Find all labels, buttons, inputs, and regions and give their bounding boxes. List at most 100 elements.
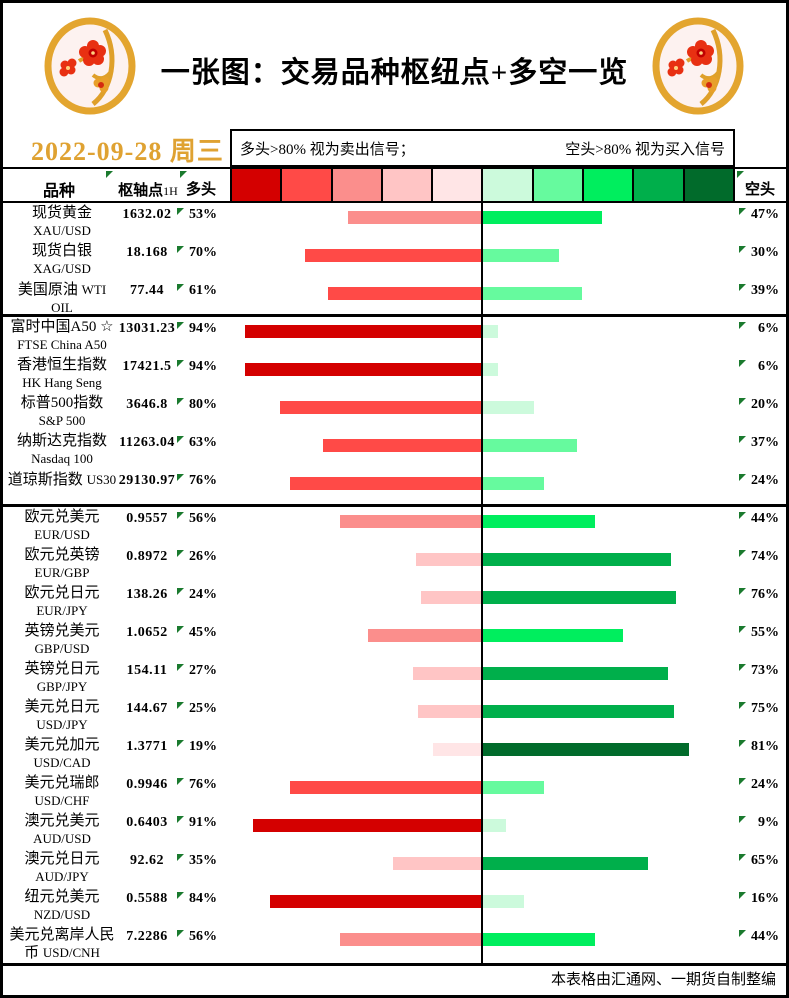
center-divider [481,203,483,963]
long-bar [415,553,481,566]
instrument-name: 美国原油 WTI OIL [7,281,117,317]
long-pct: 94% [177,359,217,375]
legend-long-rule: 多头>80% 视为卖出信号； [240,141,415,158]
scale-cell [330,169,381,201]
short-pct: 24% [739,777,779,793]
comment-flag-icon [177,398,184,405]
pivot-value: 0.6403 [126,815,168,830]
long-pct: 63% [177,435,217,451]
instrument-name-en: AUD/JPY [35,869,89,884]
comment-flag-icon [739,664,746,671]
instrument-name-en: EUR/GBP [34,565,90,580]
comment-flag-icon [177,588,184,595]
short-pct: 16% [739,891,779,907]
comment-flag-icon [739,740,746,747]
long-pct-label: 84% [189,891,217,906]
long-pct: 56% [177,511,217,527]
pivot-value: 1.0652 [126,625,168,640]
long-pct-label: 53% [189,207,217,222]
long-pct-label: 80% [189,397,217,412]
instrument-name: 英镑兑日元 GBP/JPY [7,661,117,696]
instrument-name-cn: 富时中国A50 ☆ [10,319,114,335]
short-bar [483,477,544,490]
signal-legend: 多头>80% 视为卖出信号； 空头>80% 视为买入信号 [230,129,735,167]
short-bar [483,857,649,870]
short-bar [483,515,595,528]
footer-credit: 本表格由汇通网、一期货自制整编 [3,963,786,993]
short-bar [483,287,583,300]
short-pct: 24% [739,473,779,489]
short-pct-label: 6% [758,359,779,374]
short-pct-label: 6% [758,321,779,336]
pivot-value: 144.67 [126,701,168,716]
short-pct-label: 20% [751,397,779,412]
short-pct: 44% [739,511,779,527]
table-row: 澳元兑日元 AUD/JPY 92.62 35% 65% [3,849,786,887]
table-row: 标普500指数 S&P 500 3646.8 80% 20% [3,393,786,431]
column-header-long: 多头 [185,182,216,198]
instrument-name-en: USD/JPY [36,717,88,732]
comment-flag-icon [177,702,184,709]
short-pct-label: 44% [751,511,779,526]
table-row: 香港恒生指数 HK Hang Seng 17421.5 94% 6% [3,355,786,393]
instrument-name-en: NZD/USD [33,907,91,922]
pivot-value: 77.44 [130,283,164,298]
long-pct: 24% [177,587,217,603]
long-pct-label: 76% [189,473,217,488]
comment-flag-icon [177,474,184,481]
instrument-name: 标普500指数 S&P 500 [7,395,117,430]
instrument-name-cn: 美元兑瑞郎 [24,775,100,791]
long-pct: 84% [177,891,217,907]
long-bar [290,477,481,490]
comment-flag-icon [177,664,184,671]
comment-flag-icon [177,816,184,823]
pivot-value: 0.9557 [126,511,168,526]
scale-cell [632,169,683,201]
long-pct: 35% [177,853,217,869]
long-pct: 25% [177,701,217,717]
scale-cell [280,169,331,201]
gold-coin-flower-icon [652,17,744,115]
table-row: 英镑兑日元 GBP/JPY 154.11 27% 73% [3,659,786,697]
scale-cell [431,169,482,201]
instrument-name: 澳元兑美元 AUD/USD [7,813,117,848]
pivot-value: 92.62 [130,853,164,868]
short-bar [483,591,677,604]
pivot-value: 0.8972 [126,549,168,564]
long-pct-label: 27% [189,663,217,678]
instrument-name-cn: 现货白银 [31,243,92,259]
comment-flag-icon [177,740,184,747]
instrument-name-cn: 美元兑离岸人民币 [9,927,115,961]
pivot-value: 3646.8 [126,397,168,412]
instrument-name: 富时中国A50 ☆ FTSE China A50 [7,319,117,354]
long-pct-label: 56% [189,929,217,944]
table-row: 现货白银 XAG/USD 18.168 70% 30% [3,241,786,279]
instrument-name-cn: 香港恒生指数 [16,357,107,373]
pivot-value: 18.168 [126,245,168,260]
comment-flag-icon [177,930,184,937]
short-pct-label: 24% [751,473,779,488]
pinwheel-flower-small [59,58,77,77]
column-header-pivot: 枢轴点1H [118,183,178,199]
comment-flag-icon [737,171,744,178]
instrument-name-en: GBP/USD [34,641,90,656]
long-pct-label: 70% [189,245,217,260]
short-pct: 6% [739,321,779,337]
long-pct-label: 35% [189,853,217,868]
short-bar [483,211,603,224]
legend-short-rule: 空头>80% 视为买入信号 [565,141,725,158]
pivot-value: 154.11 [126,663,168,678]
long-pct-label: 76% [189,777,217,792]
instrument-name-en: USD/CAD [33,755,91,770]
comment-flag-icon [739,436,746,443]
short-bar [483,819,506,832]
long-pct: 26% [177,549,217,565]
short-pct: 75% [739,701,779,717]
short-pct-label: 24% [751,777,779,792]
short-bar [483,895,524,908]
short-pct-label: 44% [751,929,779,944]
table-row: 欧元兑美元 EUR/USD 0.9557 56% 44% [3,507,786,545]
table-row: 美元兑日元 USD/JPY 144.67 25% 75% [3,697,786,735]
table-row: 现货黄金 XAU/USD 1632.02 53% 47% [3,203,786,241]
long-pct: 27% [177,663,217,679]
